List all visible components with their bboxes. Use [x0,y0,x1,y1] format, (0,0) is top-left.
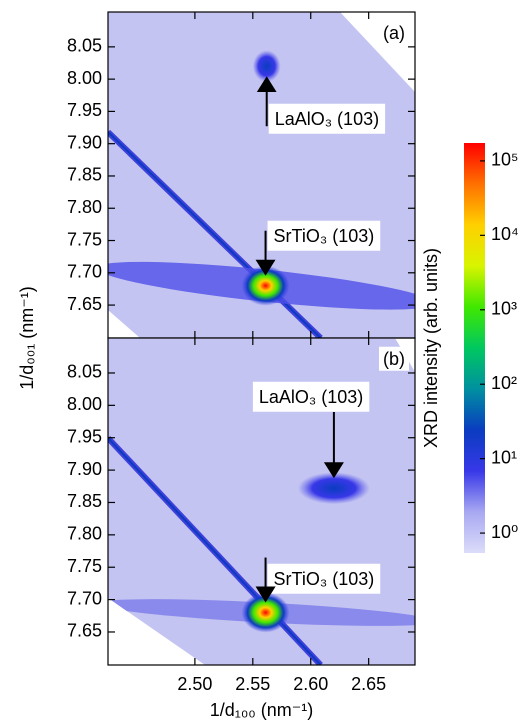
annotation-bg [267,220,381,251]
label-bg [379,346,409,371]
y-tick-label: 8.05 [67,36,102,56]
peak [297,472,370,505]
frame [107,337,416,666]
panel-label: (b) [383,349,405,369]
y-tick-label: 7.65 [67,294,102,314]
colorbar-tick-label: 10¹ [491,447,517,467]
heatmap [108,12,415,338]
colorbar-tick-label: 10⁴ [491,224,519,244]
colorbar [464,143,485,553]
annotation: LaAlO₃ (103) [275,109,379,129]
colorbar-tick-label: 10⁰ [491,522,518,542]
x-tick-label: 2.65 [351,674,386,694]
y-tick-label: 7.95 [67,100,102,120]
annotation-bg [267,563,381,594]
y-tick-label: 7.90 [67,459,102,479]
y-tick-label: 8.05 [67,362,102,382]
label-bg [379,20,409,45]
x-tick-label: 2.50 [177,674,212,694]
y-tick-label: 7.80 [67,524,102,544]
peak [241,592,290,633]
y-axis-label: 1/d₀₀₁ (nm⁻¹) [17,286,37,390]
peak [252,50,281,83]
y-tick-label: 7.95 [67,426,102,446]
annotation: SrTiO₃ (103) [274,569,375,589]
y-tick-label: 7.80 [67,197,102,217]
y-tick-label: 7.90 [67,132,102,152]
streak [108,437,322,665]
y-tick-label: 7.70 [67,262,102,282]
annotation-bg [252,381,370,412]
annotation: LaAlO₃ (103) [259,387,363,407]
y-tick-label: 7.65 [67,621,102,641]
y-tick-label: 7.75 [67,229,102,249]
colorbar-tick-label: 10⁵ [491,150,518,170]
y-tick-label: 8.00 [67,394,102,414]
y-tick-label: 7.70 [67,588,102,608]
y-tick-label: 7.85 [67,165,102,185]
y-tick-label: 7.85 [67,491,102,511]
x-tick-label: 2.55 [235,674,270,694]
peak [241,265,290,306]
annotation-bg [268,103,386,134]
annotation: SrTiO₃ (103) [274,226,375,246]
x-axis-label: 1/d₁₀₀ (nm⁻¹) [210,700,314,720]
colorbar-label: XRD intensity (arb. units) [421,248,441,448]
colorbar-tick-label: 10² [491,373,517,393]
y-tick-label: 7.75 [67,556,102,576]
x-tick-label: 2.60 [293,674,328,694]
colorbar-tick-label: 10³ [491,299,517,319]
y-tick-label: 8.00 [67,68,102,88]
panel-label: (a) [383,23,405,43]
